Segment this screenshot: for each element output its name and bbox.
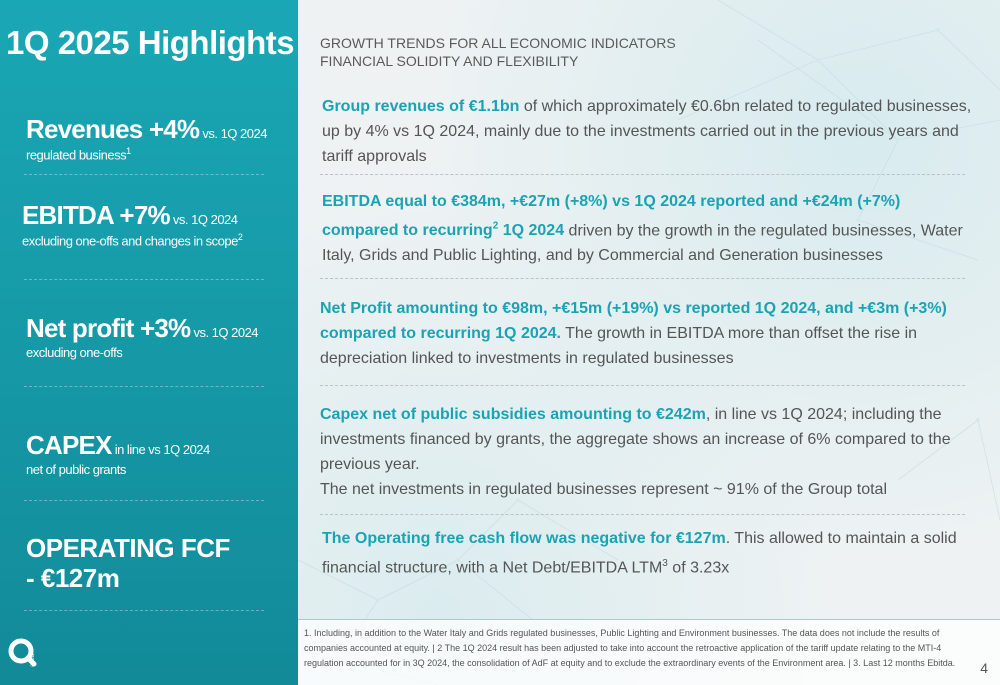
kpi-divider bbox=[24, 610, 264, 611]
footnote-box: 1. Including, in addition to the Water I… bbox=[298, 619, 1000, 685]
fcf-text-end: of 3.23x bbox=[667, 559, 730, 577]
kpi-net-profit-note: excluding one-offs bbox=[26, 345, 123, 360]
capex-highlight: Capex net of public subsidies amounting … bbox=[320, 406, 706, 423]
kpi-revenues-value: Revenues +4% bbox=[26, 114, 200, 144]
kpi-revenues: Revenues +4% vs. 1Q 2024 regulated busin… bbox=[26, 114, 267, 162]
footnote-ref-2: 2 bbox=[492, 221, 499, 232]
slide-subtitle: GROWTH TRENDS FOR ALL ECONOMIC INDICATOR… bbox=[320, 34, 676, 70]
paragraph-net-profit: Net Profit amounting to €98m, +€15m (+19… bbox=[320, 296, 970, 371]
kpi-divider bbox=[24, 386, 264, 387]
kpi-divider bbox=[24, 279, 264, 280]
paragraph-fcf: The Operating free cash flow was negativ… bbox=[322, 526, 972, 580]
kpi-divider bbox=[24, 500, 264, 501]
kpi-net-profit-value: Net profit +3% bbox=[26, 313, 191, 343]
kpi-revenues-comparison: vs. 1Q 2024 bbox=[199, 126, 267, 141]
net-profit-text: The growth in EBITDA more than offset th… bbox=[320, 325, 918, 367]
paragraph-revenues: Group revenues of €1.1bn of which approx… bbox=[322, 94, 972, 169]
network-background-graphic bbox=[298, 0, 1000, 685]
ebitda-highlight-main: EBITDA equal to €384m, +€27m (+8%) vs 1Q… bbox=[322, 193, 901, 240]
kpi-capex-value: CAPEX bbox=[26, 430, 112, 460]
acea-logo-text: acea bbox=[30, 653, 36, 667]
section-divider bbox=[320, 278, 965, 279]
acea-logo: acea bbox=[8, 637, 38, 677]
capex-text: , in line vs 1Q 2024; including the inve… bbox=[320, 406, 951, 473]
footnote-ref-1: 1 bbox=[126, 146, 131, 156]
footnote-ref-2: 2 bbox=[237, 232, 243, 242]
paragraph-ebitda: EBITDA equal to €384m, +€27m (+8%) vs 1Q… bbox=[322, 189, 972, 268]
footnote-text: 1. Including, in addition to the Water I… bbox=[304, 628, 956, 668]
revenues-text: of which approximately €0.6bn related to… bbox=[322, 98, 972, 165]
fcf-highlight: The Operating free cash flow was negativ… bbox=[322, 530, 726, 547]
kpi-operating-fcf-value: - €127m bbox=[26, 563, 120, 593]
ebitda-text: driven by the growth in the regulated bu… bbox=[322, 222, 963, 265]
fcf-text: . This allowed to maintain a solid finan… bbox=[322, 530, 957, 577]
content-panel: GROWTH TRENDS FOR ALL ECONOMIC INDICATOR… bbox=[298, 0, 1000, 685]
subtitle-line-2: FINANCIAL SOLIDITY AND FLEXIBILITY bbox=[320, 53, 579, 69]
acea-logo-icon: acea bbox=[8, 638, 37, 667]
subtitle-line-1: GROWTH TRENDS FOR ALL ECONOMIC INDICATOR… bbox=[320, 35, 676, 51]
kpi-ebitda: EBITDA +7% vs. 1Q 2024 excluding one-off… bbox=[22, 200, 243, 249]
kpi-divider bbox=[24, 174, 264, 175]
kpi-revenues-note: regulated business bbox=[26, 147, 127, 163]
kpi-operating-fcf: OPERATING FCF - €127m bbox=[26, 533, 230, 593]
kpi-capex-comparison: in line vs 1Q 2024 bbox=[111, 442, 211, 457]
kpi-ebitda-comparison: vs. 1Q 2024 bbox=[169, 212, 238, 227]
ebitda-highlight-period: 1Q 2024 bbox=[498, 222, 565, 240]
kpi-ebitda-value: EBITDA +7% bbox=[22, 200, 171, 230]
section-divider bbox=[320, 174, 965, 175]
revenues-highlight: Group revenues of €1.1bn bbox=[322, 98, 520, 115]
left-panel: 1Q 2025 Highlights Revenues +4% vs. 1Q 2… bbox=[0, 0, 298, 685]
section-divider bbox=[320, 385, 965, 386]
kpi-capex: CAPEX in line vs 1Q 2024 net of public g… bbox=[26, 430, 210, 477]
net-profit-highlight: Net Profit amounting to €98m, +€15m (+19… bbox=[320, 300, 947, 342]
kpi-capex-note: net of public grants bbox=[26, 462, 126, 477]
kpi-operating-fcf-label: OPERATING FCF bbox=[26, 533, 230, 563]
kpi-ebitda-note: excluding one-offs and changes in scope bbox=[22, 233, 238, 249]
footnote-ref-3: 3 bbox=[662, 558, 668, 569]
kpi-net-profit-comparison: vs. 1Q 2024 bbox=[190, 325, 259, 340]
capex-text-2: The net investments in regulated busines… bbox=[320, 481, 887, 498]
ebitda-highlight: EBITDA equal to €384m, +€27m (+8%) vs 1Q… bbox=[322, 193, 900, 239]
paragraph-capex: Capex net of public subsidies amounting … bbox=[320, 402, 970, 502]
section-divider bbox=[320, 514, 965, 515]
page-number: 4 bbox=[980, 660, 988, 676]
page-title: 1Q 2025 Highlights bbox=[6, 24, 295, 61]
kpi-net-profit: Net profit +3% vs. 1Q 2024 excluding one… bbox=[26, 313, 259, 360]
